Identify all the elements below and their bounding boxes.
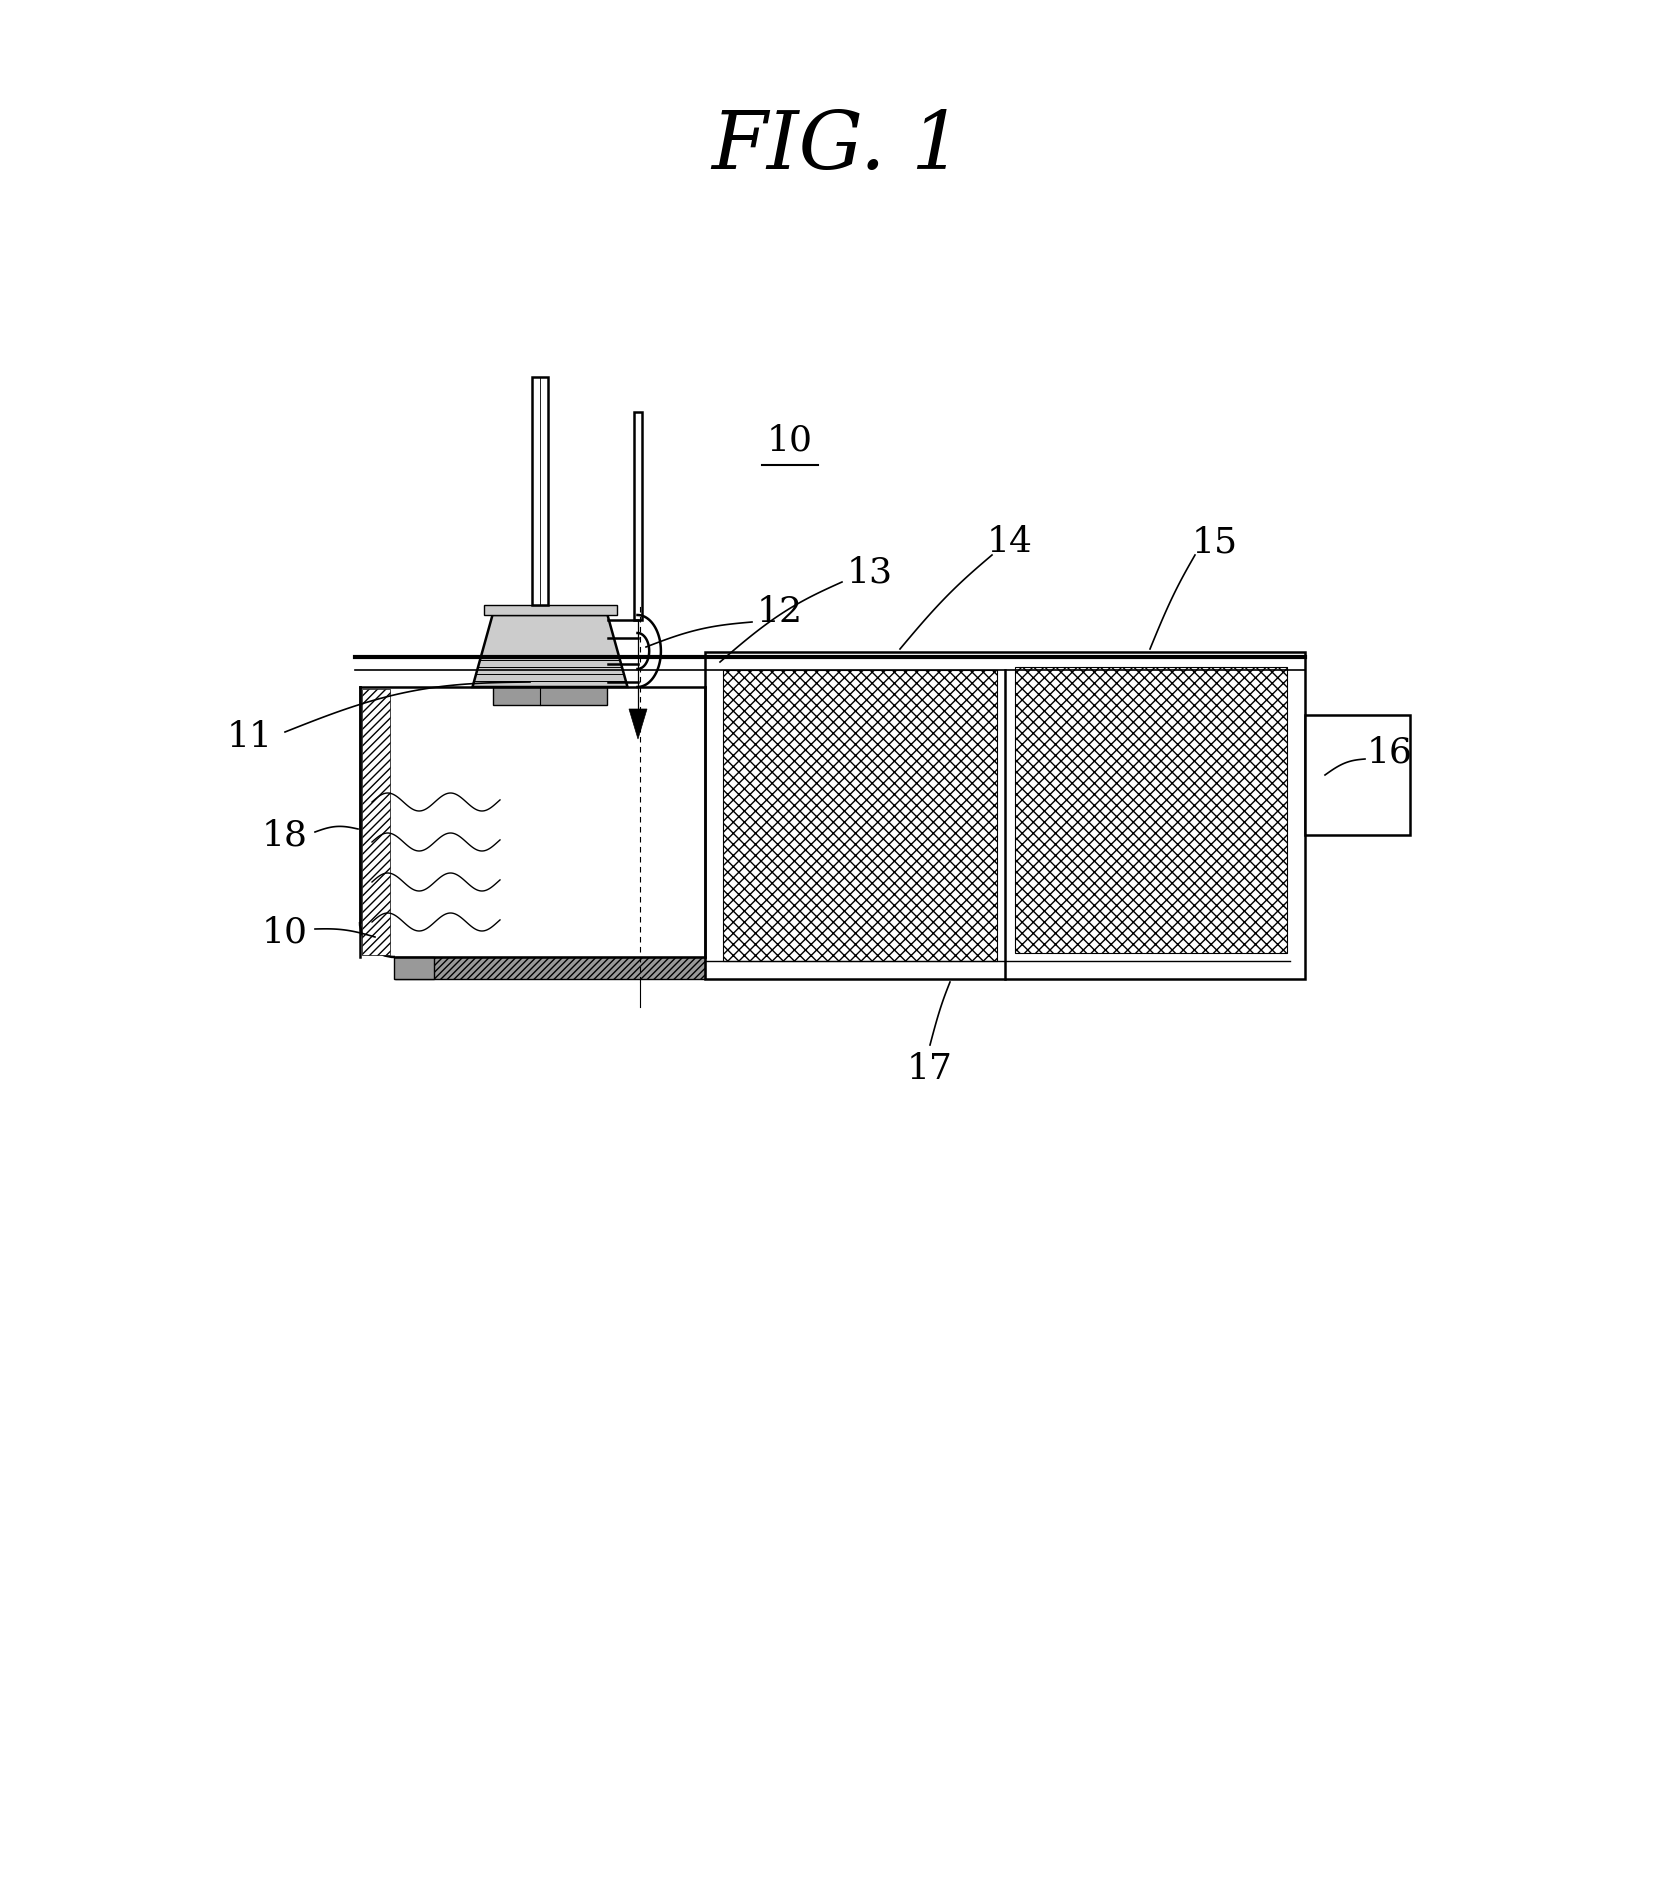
Text: 18: 18 [261,817,308,853]
Polygon shape [472,615,628,687]
Bar [724,670,997,960]
Bar [492,687,608,706]
Text: 11: 11 [228,721,273,755]
Bar [705,653,1305,979]
Text: 13: 13 [848,555,893,589]
Text: 10: 10 [261,915,308,949]
Text: 16: 16 [1367,736,1414,770]
Text: FIG. 1: FIG. 1 [712,108,963,185]
Bar [1305,715,1410,836]
Text: 14: 14 [987,525,1033,559]
Bar [533,377,548,606]
Text: 12: 12 [757,594,802,628]
Bar [395,957,705,979]
Bar [633,411,642,621]
Bar [394,957,434,979]
Text: 15: 15 [1193,525,1238,559]
Text: 17: 17 [908,1051,953,1087]
Bar [362,689,390,955]
Bar [484,606,616,615]
Text: 10: 10 [767,423,812,457]
Bar [1015,666,1286,953]
Polygon shape [630,710,647,740]
